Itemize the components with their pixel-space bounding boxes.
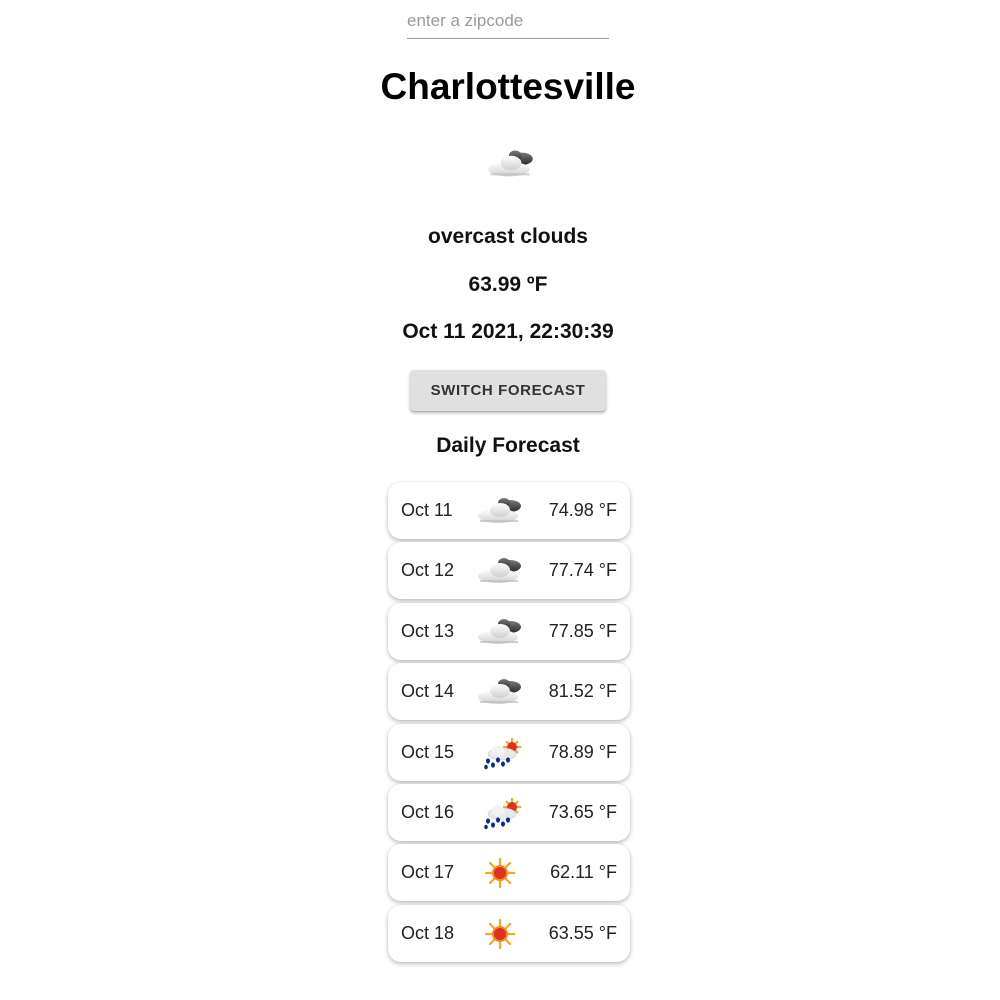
sun-icon bbox=[474, 917, 526, 951]
city-name: Charlottesville bbox=[380, 66, 636, 107]
forecast-temperature: 73.65 °F bbox=[548, 801, 617, 822]
forecast-card: Oct 17 62.11 °F bbox=[388, 844, 630, 902]
forecast-date: Oct 13 bbox=[401, 620, 455, 641]
forecast-list: Oct 11 74.98 °F Oct 12 bbox=[388, 482, 630, 965]
forecast-card: Oct 18 63.55 °F bbox=[388, 904, 630, 962]
forecast-card: Oct 14 81.52 °F bbox=[388, 663, 630, 721]
forecast-card: Oct 12 77.74 °F bbox=[388, 542, 630, 600]
switch-forecast-button[interactable]: SWITCH FORECAST bbox=[410, 370, 606, 411]
current-temperature: 63.99 ºF bbox=[468, 273, 548, 296]
weather-description: overcast clouds bbox=[428, 225, 588, 248]
forecast-card: Oct 16 73.65 °F bbox=[388, 783, 630, 841]
forecast-date: Oct 11 bbox=[401, 500, 453, 520]
current-datetime: Oct 11 2021, 22:30:39 bbox=[402, 320, 614, 343]
forecast-card: Oct 11 74.98 °F bbox=[388, 482, 630, 539]
forecast-temperature: 77.85 °F bbox=[548, 620, 617, 641]
overcast-clouds-icon bbox=[474, 554, 526, 588]
overcast-clouds-icon bbox=[474, 615, 526, 649]
forecast-date: Oct 18 bbox=[401, 922, 455, 943]
rain-sun-icon bbox=[474, 796, 526, 830]
forecast-temperature: 74.98 °F bbox=[548, 500, 617, 520]
forecast-temperature: 81.52 °F bbox=[548, 681, 617, 702]
forecast-date: Oct 15 bbox=[401, 741, 455, 762]
overcast-clouds-icon bbox=[474, 675, 526, 709]
rain-sun-icon bbox=[474, 736, 526, 770]
forecast-date: Oct 16 bbox=[401, 801, 455, 822]
forecast-card: Oct 15 78.89 °F bbox=[388, 723, 630, 781]
zipcode-field-wrapper bbox=[407, 4, 609, 39]
forecast-date: Oct 17 bbox=[401, 862, 455, 883]
forecast-card: Oct 13 77.85 °F bbox=[388, 602, 630, 660]
forecast-date: Oct 14 bbox=[401, 681, 455, 702]
overcast-clouds-icon bbox=[488, 150, 533, 177]
forecast-temperature: 63.55 °F bbox=[548, 922, 617, 943]
forecast-temperature: 78.89 °F bbox=[548, 741, 617, 762]
forecast-temperature: 62.11 °F bbox=[550, 862, 617, 883]
forecast-temperature: 77.74 °F bbox=[548, 560, 617, 581]
daily-forecast-title: Daily Forecast bbox=[436, 434, 580, 457]
forecast-date: Oct 12 bbox=[401, 560, 455, 581]
overcast-clouds-icon bbox=[474, 494, 526, 528]
sun-icon bbox=[474, 856, 526, 890]
zipcode-input[interactable] bbox=[407, 6, 609, 36]
